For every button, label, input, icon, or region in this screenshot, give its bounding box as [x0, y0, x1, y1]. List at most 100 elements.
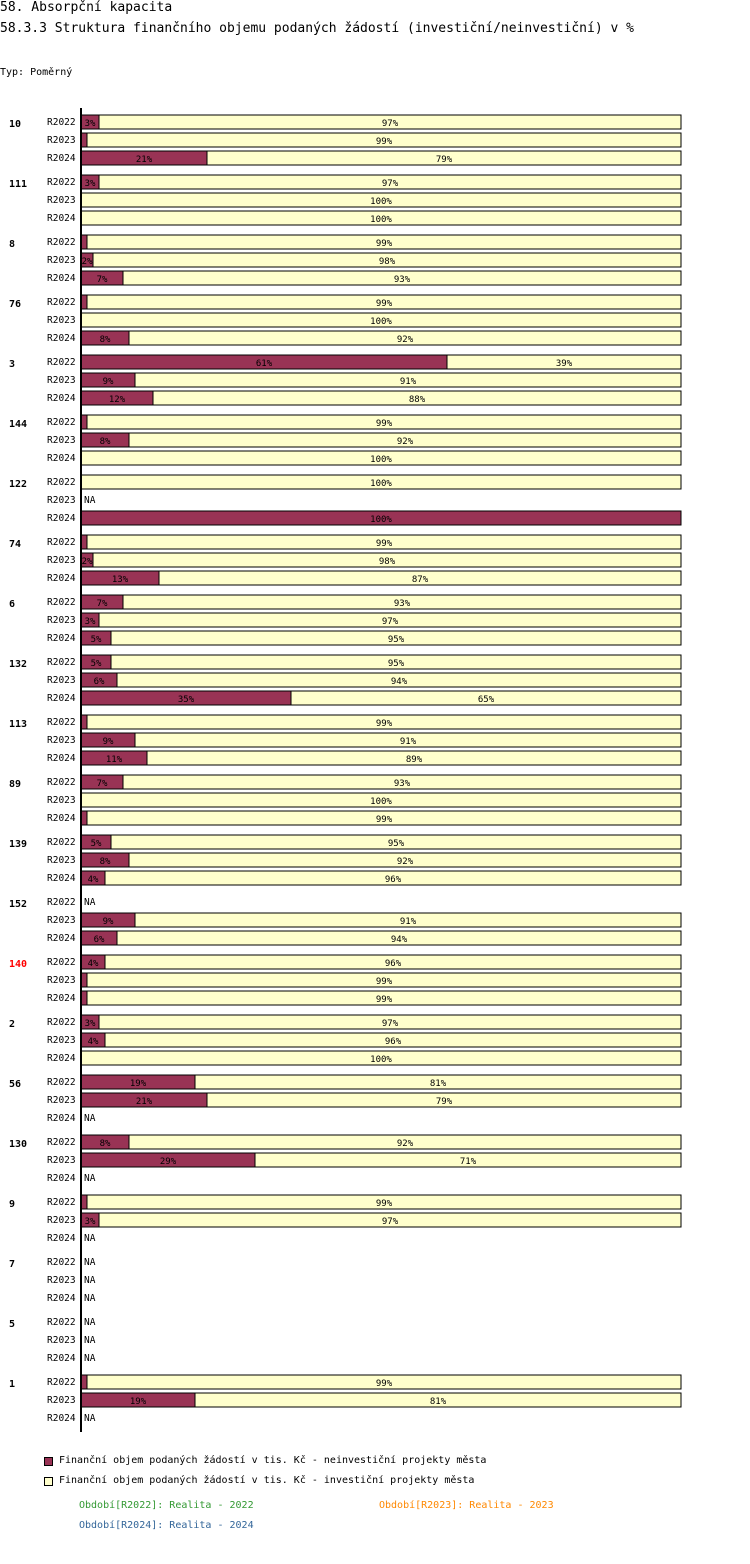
period-tick-label: R2023	[47, 675, 76, 686]
data-label-investment: 93%	[394, 275, 411, 285]
data-label-investment: 99%	[376, 539, 393, 549]
period-tick-label: R2022	[47, 957, 76, 968]
bar-segment-investment	[128, 432, 682, 448]
group-label: 5	[9, 1319, 15, 1330]
data-label-non-investment: 8%	[100, 335, 111, 345]
period-tick-label: R2023	[47, 195, 76, 206]
period-tick-label: R2024	[47, 633, 76, 644]
group-label: 6	[9, 599, 15, 610]
data-label-investment: 65%	[478, 695, 495, 705]
bar-segment-investment	[206, 150, 682, 166]
data-label-non-investment: 8%	[100, 437, 111, 447]
period-tick-label: R2024	[47, 513, 76, 524]
na-label: NA	[84, 1353, 96, 1364]
data-label-investment: 79%	[436, 1097, 453, 1107]
data-label-investment: 39%	[556, 359, 573, 369]
data-label-investment: 97%	[382, 617, 399, 627]
data-label-investment: 92%	[397, 1139, 414, 1149]
period-tick-label: R2024	[47, 333, 76, 344]
data-label-investment: 99%	[376, 719, 393, 729]
period-label-2023: Období[R2023]: Realita - 2023	[379, 1500, 554, 1511]
bar-segment-investment	[128, 852, 682, 868]
na-label: NA	[84, 1173, 96, 1184]
bar-segment-investment	[86, 414, 682, 430]
period-tick-label: R2023	[47, 1335, 76, 1346]
group-label: 10	[9, 119, 21, 130]
period-tick-label: R2022	[47, 597, 76, 608]
group-label: 9	[9, 1199, 15, 1210]
period-tick-label: R2022	[47, 777, 76, 788]
period-tick-label: R2023	[47, 735, 76, 746]
group-label: 89	[9, 779, 21, 790]
period-tick-label: R2022	[47, 1017, 76, 1028]
period-tick-label: R2024	[47, 1053, 76, 1064]
bar-segment-investment	[116, 930, 682, 946]
period-tick-label: R2023	[47, 495, 76, 506]
data-label-investment: 99%	[376, 137, 393, 147]
data-label-investment: 100%	[370, 1055, 392, 1065]
data-label-investment: 94%	[391, 935, 408, 945]
period-tick-label: R2022	[47, 537, 76, 548]
period-tick-label: R2024	[47, 213, 76, 224]
period-tick-label: R2023	[47, 795, 76, 806]
bar-segment-investment	[98, 1212, 682, 1228]
bar-segment-investment	[194, 1074, 682, 1090]
period-tick-label: R2023	[47, 135, 76, 146]
period-tick-label: R2024	[47, 273, 76, 284]
data-label-non-investment: 12%	[109, 395, 126, 405]
data-label-non-investment: 2%	[82, 557, 93, 567]
data-label-investment: 95%	[388, 839, 405, 849]
data-label-investment: 99%	[376, 299, 393, 309]
data-label-investment: 91%	[400, 377, 417, 387]
bar-segment-investment	[254, 1152, 682, 1168]
period-tick-label: R2023	[47, 255, 76, 266]
data-label-investment: 99%	[376, 239, 393, 249]
data-label-non-investment: 7%	[97, 779, 108, 789]
period-tick-label: R2024	[47, 573, 76, 584]
bar-segment-investment	[146, 750, 682, 766]
period-tick-label: R2024	[47, 873, 76, 884]
period-tick-label: R2022	[47, 1257, 76, 1268]
data-label-non-investment: 100%	[370, 515, 392, 525]
data-label-non-investment: 4%	[88, 1037, 99, 1047]
data-label-investment: 88%	[409, 395, 426, 405]
bar-segment-investment	[110, 834, 682, 850]
data-label-non-investment: 4%	[88, 875, 99, 885]
data-label-investment: 96%	[385, 959, 402, 969]
legend-swatch-non-investment	[44, 1457, 53, 1466]
data-label-non-investment: 9%	[103, 737, 114, 747]
group-label: 76	[9, 299, 21, 310]
group-label: 2	[9, 1019, 15, 1030]
data-label-non-investment: 3%	[85, 119, 96, 129]
period-tick-label: R2024	[47, 693, 76, 704]
period-tick-label: R2022	[47, 897, 76, 908]
na-label: NA	[84, 1275, 96, 1286]
bar-segment-investment	[134, 912, 682, 928]
na-label: NA	[84, 1113, 96, 1124]
period-tick-label: R2023	[47, 1395, 76, 1406]
bar-segment-investment	[122, 774, 682, 790]
group-label: 152	[9, 899, 27, 910]
period-tick-label: R2022	[47, 237, 76, 248]
period-tick-label: R2023	[47, 975, 76, 986]
bar-segment-investment	[104, 1032, 682, 1048]
period-tick-label: R2023	[47, 1155, 76, 1166]
data-label-investment: 99%	[376, 995, 393, 1005]
group-label: 139	[9, 839, 27, 850]
group-label: 74	[9, 539, 21, 550]
group-label: 113	[9, 719, 27, 730]
data-label-investment: 92%	[397, 335, 414, 345]
legend-label-non-investment: Finanční objem podaných žádostí v tis. K…	[59, 1455, 487, 1466]
data-label-investment: 93%	[394, 779, 411, 789]
period-label-2024: Období[R2024]: Realita - 2024	[79, 1520, 254, 1531]
group-label: 140	[9, 959, 27, 970]
data-label-investment: 99%	[376, 1199, 393, 1209]
na-label: NA	[84, 897, 96, 908]
period-tick-label: R2024	[47, 1173, 76, 1184]
data-label-investment: 99%	[376, 419, 393, 429]
data-label-non-investment: 8%	[100, 857, 111, 867]
bar-segment-investment	[152, 390, 682, 406]
bar-segment-investment	[122, 594, 682, 610]
data-label-investment: 100%	[370, 197, 392, 207]
data-label-non-investment: 19%	[130, 1079, 147, 1089]
